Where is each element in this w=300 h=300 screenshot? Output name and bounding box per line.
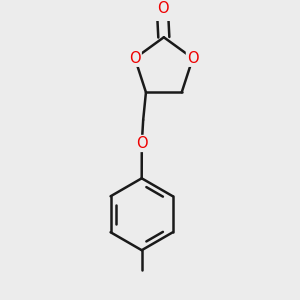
Text: O: O (187, 51, 199, 66)
Text: O: O (157, 1, 168, 16)
Text: O: O (136, 136, 148, 151)
Text: O: O (129, 51, 141, 66)
